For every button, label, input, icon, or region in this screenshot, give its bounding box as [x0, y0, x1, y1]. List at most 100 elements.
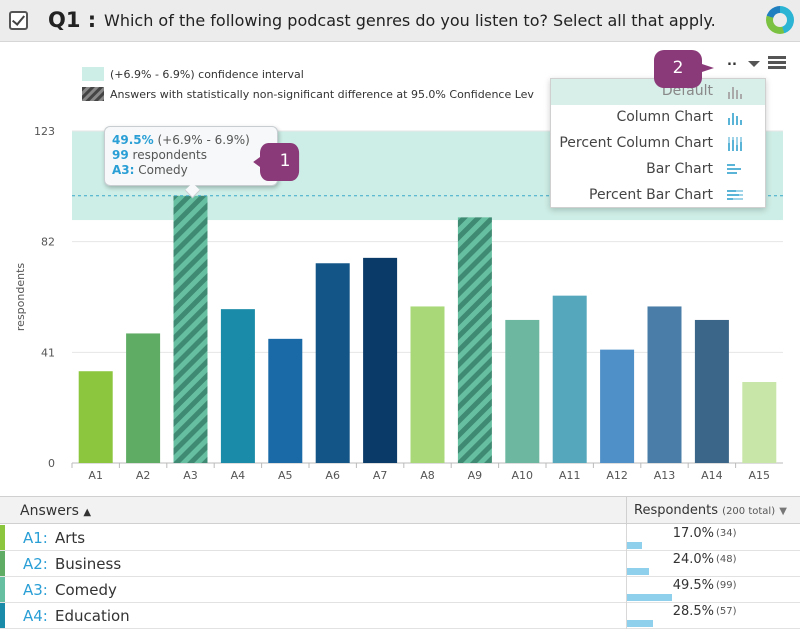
bar-chart-icon	[727, 164, 741, 174]
tooltip-ci: (+6.9% - 6.9%)	[157, 133, 250, 147]
dots-indicator: ..	[727, 54, 737, 69]
answers-column-header[interactable]: Answers ▲	[20, 503, 92, 519]
respondents-column-header[interactable]: Respondents (200 total) ▼	[634, 503, 787, 518]
tooltip-answer-name: Comedy	[138, 163, 188, 177]
answer-name: Education	[55, 607, 130, 625]
percent-bar	[627, 620, 653, 627]
bar-a4	[220, 309, 255, 463]
hamburger-menu-icon[interactable]	[768, 56, 786, 70]
x-tick-label: A6	[325, 469, 340, 482]
answer-code: A2:	[23, 555, 48, 573]
tooltip-answer-code: A3:	[112, 163, 135, 177]
bar-a3	[173, 195, 208, 463]
sort-up-icon[interactable]: ▲	[83, 507, 92, 518]
x-tick-label: A11	[559, 469, 581, 482]
percent-bar-chart-icon	[727, 190, 743, 200]
menu-item-label: Column Chart	[616, 109, 713, 125]
y-tick-label: 123	[34, 125, 55, 138]
x-tick-label: A5	[278, 469, 293, 482]
menu-item-bar-chart[interactable]: Bar Chart	[551, 157, 765, 183]
menu-item-label: Percent Bar Chart	[589, 187, 713, 203]
bar-a11	[552, 295, 587, 463]
x-tick-label: A15	[749, 469, 771, 482]
menu-item-label: Percent Column Chart	[559, 135, 713, 151]
x-tick-label: A10	[512, 469, 534, 482]
answer-code: A3:	[23, 581, 48, 599]
column-chart-icon	[728, 113, 742, 125]
bar-chart: (+6.9% - 6.9%) confidence interval Answe…	[14, 67, 783, 482]
chart-area: (+6.9% - 6.9%) confidence interval Answe…	[0, 42, 800, 492]
sort-down-icon[interactable]: ▼	[779, 506, 787, 517]
percent-bar	[627, 594, 672, 601]
x-tick-label: A9	[468, 469, 483, 482]
chart-type-menu: Default Column Chart Percent Column Char…	[550, 78, 766, 208]
bar-a1	[78, 371, 113, 463]
bar-a9	[457, 217, 492, 463]
percent-bar	[627, 568, 649, 575]
nonsig-legend-swatch	[82, 87, 104, 101]
tooltip-count-label: respondents	[132, 148, 207, 162]
row-color-stripe	[0, 577, 5, 602]
row-color-stripe	[0, 551, 5, 576]
bar-a2	[126, 333, 161, 463]
answer-percent: 28.5%	[672, 604, 714, 619]
bar-a12	[600, 349, 635, 463]
bar-tooltip: 49.5% (+6.9% - 6.9%) 99 respondents A3: …	[104, 126, 278, 186]
menu-item-column-chart[interactable]: Column Chart	[551, 105, 765, 131]
bar-a8	[410, 306, 445, 463]
answer-percent: 49.5%	[672, 578, 714, 593]
x-tick-label: A8	[420, 469, 435, 482]
caret-down-icon[interactable]	[748, 61, 760, 67]
question-code: Q1 :	[48, 8, 97, 32]
question-title: Which of the following podcast genres do…	[104, 11, 716, 30]
answer-name: Comedy	[55, 581, 117, 599]
percent-column-chart-icon	[728, 137, 742, 151]
bar-a14	[694, 319, 729, 463]
answers-table: Answers ▲ Respondents (200 total) ▼ A1: A…	[0, 496, 800, 633]
x-tick-label: A14	[701, 469, 723, 482]
x-tick-label: A1	[88, 469, 103, 482]
table-header: Answers ▲ Respondents (200 total) ▼	[0, 496, 800, 525]
bar-a13	[647, 306, 682, 463]
y-tick-label: 41	[41, 346, 55, 359]
default-chart-icon	[728, 87, 742, 99]
x-tick-label: A4	[231, 469, 246, 482]
tooltip-pct: 49.5%	[112, 133, 154, 147]
y-tick-label: 0	[48, 457, 55, 470]
table-row[interactable]: A3: Comedy 49.5% (99)	[0, 577, 800, 603]
x-tick-label: A13	[654, 469, 676, 482]
menu-item-label: Bar Chart	[646, 161, 713, 177]
row-color-stripe	[0, 525, 5, 550]
percent-bar	[627, 542, 643, 549]
ci-legend-label: (+6.9% - 6.9%) confidence interval	[110, 68, 304, 81]
answer-code: A4:	[23, 607, 48, 625]
menu-item-percent-column-chart[interactable]: Percent Column Chart	[551, 131, 765, 157]
x-tick-label: A12	[606, 469, 628, 482]
question-header: Q1 : Which of the following podcast genr…	[0, 0, 800, 42]
x-tick-label: A2	[136, 469, 151, 482]
answer-percent: 17.0%	[672, 526, 714, 541]
table-row[interactable]: A1: Arts 17.0% (34)	[0, 525, 800, 551]
total-count: (200 total)	[722, 506, 776, 517]
answer-count: (99)	[716, 580, 737, 591]
answer-count: (48)	[716, 554, 737, 565]
answer-count: (34)	[716, 528, 737, 539]
bar-a7	[363, 257, 398, 463]
row-color-stripe	[0, 603, 5, 628]
answer-name: Business	[55, 555, 122, 573]
x-tick-label: A7	[373, 469, 388, 482]
callout-badge-2: 2	[654, 50, 714, 88]
nonsig-legend-label: Answers with statistically non-significa…	[110, 88, 534, 101]
checkbox-icon[interactable]	[9, 11, 28, 30]
ci-legend-swatch	[82, 67, 104, 81]
tooltip-count: 99	[112, 148, 129, 162]
table-row[interactable]: A2: Business 24.0% (48)	[0, 551, 800, 577]
bar-a6	[315, 263, 350, 463]
table-row[interactable]: A4: Education 28.5% (57)	[0, 603, 800, 629]
answer-percent: 24.0%	[672, 552, 714, 567]
menu-item-percent-bar-chart[interactable]: Percent Bar Chart	[551, 183, 765, 209]
answer-count: (57)	[716, 606, 737, 617]
x-tick-label: A3	[183, 469, 198, 482]
answer-code: A1:	[23, 529, 48, 547]
y-tick-label: 82	[41, 236, 55, 249]
